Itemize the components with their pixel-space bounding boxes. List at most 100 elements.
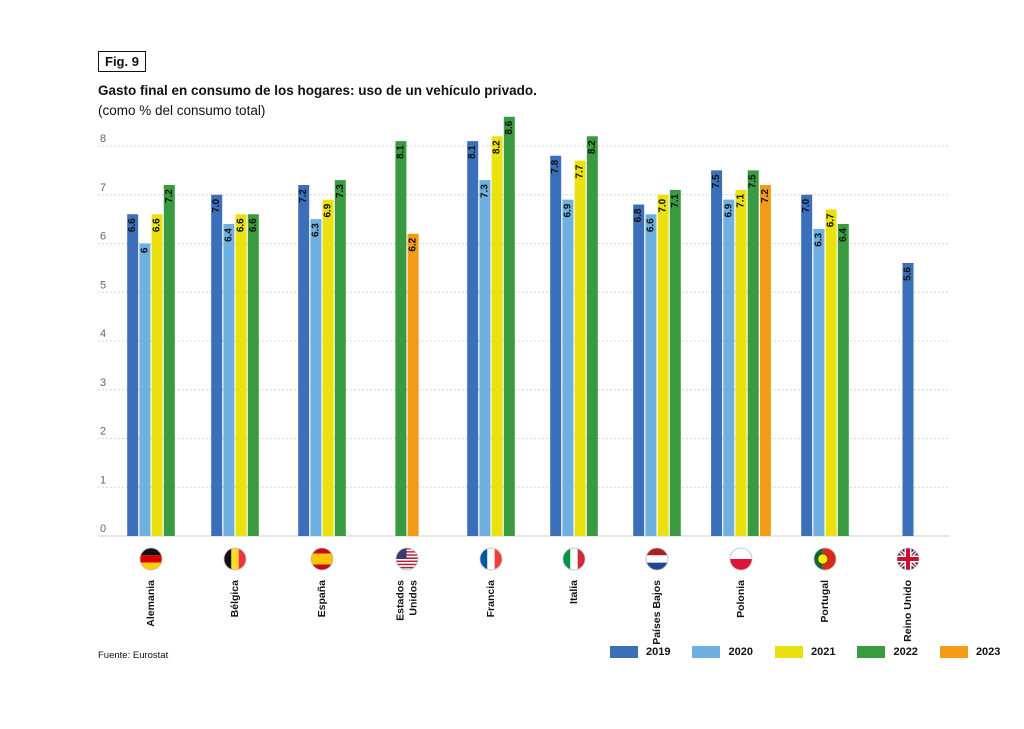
data-label: 8.2 bbox=[492, 140, 503, 154]
bar-2019 bbox=[633, 204, 645, 536]
source-note: Fuente: Eurostat bbox=[98, 650, 169, 661]
bar-2021 bbox=[574, 160, 586, 536]
uk-flag-icon bbox=[897, 548, 919, 570]
x-tick-label: Países Bajos bbox=[651, 580, 663, 645]
y-tick-label: 3 bbox=[100, 377, 106, 389]
bar-2020 bbox=[223, 224, 235, 536]
poland-flag-icon bbox=[730, 548, 752, 570]
bar-2021 bbox=[151, 214, 163, 536]
legend-label-2019: 2019 bbox=[646, 646, 671, 658]
bar-2020 bbox=[723, 199, 735, 536]
x-tick-label: Portugal bbox=[819, 580, 831, 623]
italy-flag-outline bbox=[562, 547, 586, 571]
bar-2019 bbox=[550, 155, 562, 536]
bar-2022 bbox=[669, 189, 681, 536]
y-tick-label: 7 bbox=[100, 182, 106, 194]
data-label: 6.6 bbox=[645, 218, 656, 232]
legend-swatch-2019 bbox=[610, 646, 638, 658]
bar-2022 bbox=[837, 224, 849, 536]
data-label: 6.3 bbox=[813, 232, 824, 246]
data-label: 8.2 bbox=[587, 140, 598, 154]
legend-label-2020: 2020 bbox=[728, 646, 753, 658]
bar-2020 bbox=[310, 219, 322, 536]
bar-2021 bbox=[735, 189, 747, 536]
x-tick-label: Italia bbox=[568, 580, 580, 604]
france-flag-icon bbox=[480, 548, 502, 570]
legend-item-2023: 2023 bbox=[939, 646, 1001, 658]
poland-flag-outline bbox=[729, 547, 753, 571]
bar-2019 bbox=[298, 185, 310, 536]
legend-swatch-2020 bbox=[692, 646, 721, 658]
data-label: 7.2 bbox=[164, 189, 175, 203]
data-label: 6.8 bbox=[633, 208, 644, 222]
netherlands-flag-outline bbox=[645, 547, 669, 571]
y-tick-label: 8 bbox=[100, 133, 106, 145]
bar-2020 bbox=[139, 243, 151, 536]
data-label: 5.6 bbox=[903, 267, 914, 281]
x-tick-label: Francia bbox=[485, 580, 497, 618]
data-label: 7.1 bbox=[670, 193, 681, 207]
y-tick-label: 1 bbox=[100, 474, 106, 486]
data-label: 7.2 bbox=[760, 189, 771, 203]
usa-flag-outline bbox=[395, 547, 419, 571]
chart-title: Gasto final en consumo de los hogares: u… bbox=[98, 83, 537, 98]
legend-swatch-2021 bbox=[774, 646, 803, 658]
legend-label-2021: 2021 bbox=[810, 646, 836, 658]
data-label: 7.0 bbox=[801, 198, 812, 212]
spain-flag-outline bbox=[310, 547, 334, 571]
y-tick-label: 2 bbox=[100, 426, 106, 438]
x-tick-label: Unidos bbox=[408, 580, 420, 616]
figure-badge: Fig. 9 bbox=[98, 51, 146, 72]
bar-2023 bbox=[407, 233, 419, 536]
data-label: 7.0 bbox=[658, 198, 669, 212]
bar-2021 bbox=[322, 199, 334, 536]
y-tick-label: 5 bbox=[100, 279, 106, 291]
data-label: 6 bbox=[139, 247, 150, 253]
data-label: 6.9 bbox=[562, 203, 573, 217]
uk-flag-outline bbox=[896, 547, 920, 571]
legend-label-2023: 2023 bbox=[975, 646, 1001, 658]
legend-item-2019: 2019 bbox=[610, 646, 670, 658]
bar-2019 bbox=[902, 263, 914, 536]
bar-2021 bbox=[491, 136, 503, 536]
data-label: 7.8 bbox=[550, 159, 561, 173]
belgium-flag-icon bbox=[224, 548, 246, 570]
legend-item-2021: 2021 bbox=[774, 646, 836, 658]
data-label: 6.9 bbox=[723, 203, 734, 217]
x-tick-label: España bbox=[316, 580, 328, 618]
spain-flag-icon bbox=[311, 548, 333, 570]
bar-2022 bbox=[586, 136, 598, 536]
x-tick-label: Estados bbox=[395, 580, 407, 621]
data-label: 7.3 bbox=[335, 184, 346, 198]
data-label: 6.9 bbox=[323, 203, 334, 217]
bar-2019 bbox=[801, 194, 813, 536]
bar-2020 bbox=[479, 180, 491, 536]
data-label: 7.7 bbox=[575, 164, 586, 178]
usa-flag-icon bbox=[396, 548, 418, 570]
legend-item-2022: 2022 bbox=[857, 646, 918, 658]
data-label: 7.0 bbox=[211, 198, 222, 212]
data-label: 6.2 bbox=[408, 237, 419, 251]
data-label: 6.6 bbox=[152, 218, 163, 232]
portugal-flag-outline bbox=[813, 547, 837, 571]
x-tick-label: Alemania bbox=[145, 580, 157, 627]
y-tick-label: 0 bbox=[100, 523, 106, 535]
data-label: 7.3 bbox=[479, 184, 490, 198]
legend-item-2020: 2020 bbox=[692, 646, 753, 658]
bar-2019 bbox=[467, 141, 479, 536]
bar-2020 bbox=[813, 228, 825, 536]
belgium-flag-outline bbox=[223, 547, 247, 571]
legend-swatch-2023 bbox=[939, 646, 968, 658]
legend: 2019 2020 2021 2022 2023 bbox=[610, 646, 1000, 658]
bar-2021 bbox=[235, 214, 247, 536]
data-label: 7.2 bbox=[298, 189, 309, 203]
data-label: 7.5 bbox=[711, 174, 722, 188]
bar-2022 bbox=[747, 170, 759, 536]
data-label: 6.3 bbox=[310, 223, 321, 237]
data-label: 8.1 bbox=[395, 145, 406, 159]
germany-flag-outline bbox=[139, 547, 163, 571]
italy-flag-icon bbox=[563, 548, 585, 570]
bar-2020 bbox=[645, 214, 657, 536]
data-label: 6.6 bbox=[248, 218, 259, 232]
